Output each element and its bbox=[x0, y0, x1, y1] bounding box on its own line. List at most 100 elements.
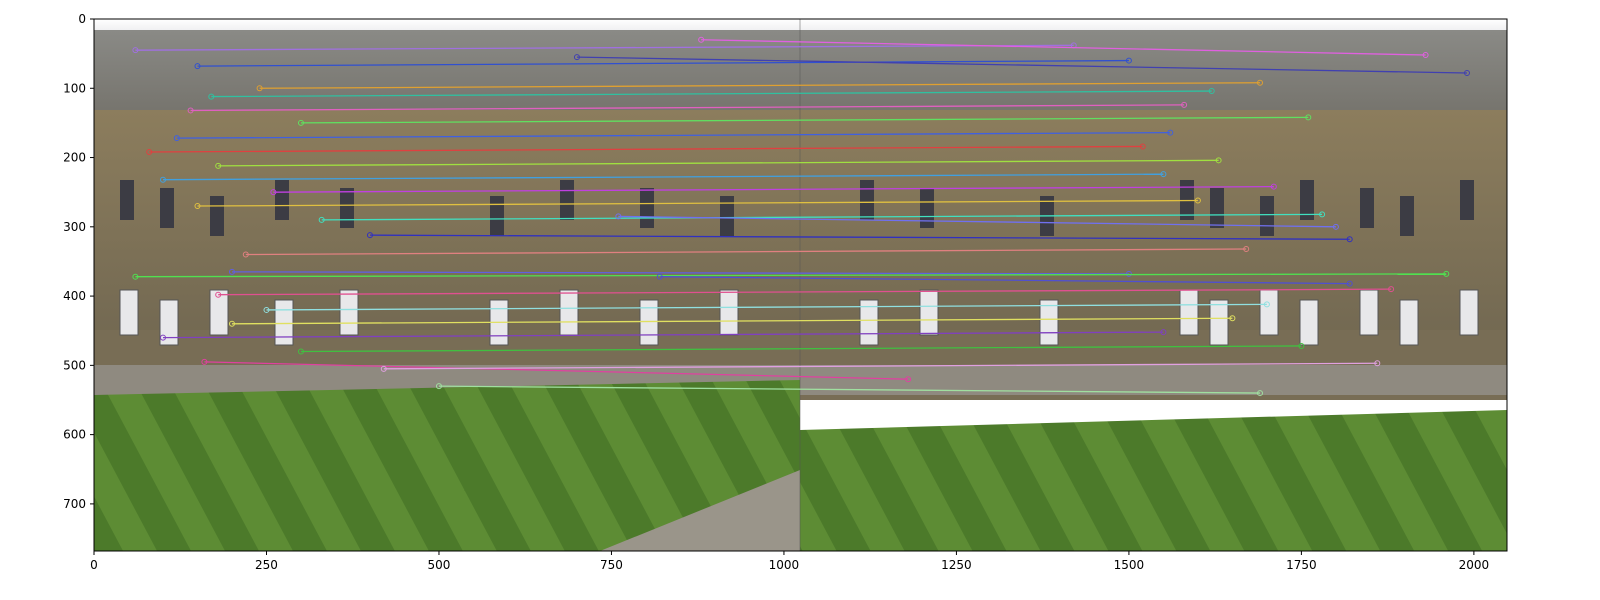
match-line bbox=[162, 173, 1164, 181]
x-tick-label: 250 bbox=[255, 558, 278, 572]
keypoint-right bbox=[1194, 197, 1201, 204]
keypoint-left bbox=[270, 189, 277, 196]
keypoint-left bbox=[228, 320, 235, 327]
keypoint-left bbox=[201, 358, 208, 365]
match-line bbox=[211, 90, 1212, 98]
match-line bbox=[273, 185, 1274, 193]
window bbox=[1259, 289, 1279, 336]
window bbox=[1399, 299, 1419, 346]
x-tick-label: 750 bbox=[600, 558, 623, 572]
window bbox=[1359, 289, 1379, 336]
window bbox=[1400, 196, 1414, 236]
keypoint-left bbox=[228, 268, 235, 275]
keypoint-right bbox=[1319, 211, 1326, 218]
window bbox=[720, 196, 734, 236]
keypoint-right bbox=[1443, 270, 1450, 277]
match-line bbox=[259, 82, 1261, 89]
keypoint-right bbox=[1263, 301, 1270, 308]
match-line bbox=[218, 288, 1392, 296]
keypoint-left bbox=[297, 119, 304, 126]
window bbox=[560, 180, 574, 220]
window bbox=[860, 180, 874, 220]
keypoint-left bbox=[187, 107, 194, 114]
match-line bbox=[190, 104, 1185, 112]
window bbox=[1210, 188, 1224, 228]
keypoint-right bbox=[905, 376, 912, 383]
keypoint-left bbox=[146, 149, 153, 155]
window bbox=[639, 299, 659, 346]
keypoint-left bbox=[698, 36, 705, 43]
keypoint-right bbox=[1332, 223, 1339, 230]
keypoint-right bbox=[1257, 79, 1264, 86]
x-tick-label: 0 bbox=[90, 558, 98, 572]
window bbox=[210, 196, 224, 236]
keypoint-left bbox=[256, 85, 263, 92]
window bbox=[1299, 299, 1319, 346]
keypoint-right bbox=[1270, 183, 1277, 190]
match-line bbox=[231, 271, 1129, 275]
keypoint-left bbox=[159, 334, 166, 341]
window bbox=[1260, 196, 1274, 236]
x-tick-label: 1500 bbox=[1114, 558, 1145, 572]
match-line bbox=[300, 345, 1302, 353]
keypoint-left bbox=[573, 54, 580, 61]
keypoint-left bbox=[242, 251, 249, 258]
keypoint-right bbox=[1160, 171, 1167, 178]
keypoint-left bbox=[173, 135, 180, 142]
image-pair bbox=[94, 19, 1507, 551]
keypoint-left bbox=[297, 348, 304, 355]
window bbox=[1360, 188, 1374, 228]
match-line bbox=[300, 116, 1309, 124]
keypoint-right bbox=[1305, 114, 1312, 121]
feature-matches bbox=[132, 36, 1470, 397]
window bbox=[340, 188, 354, 228]
match-line bbox=[369, 234, 1350, 240]
match-line bbox=[618, 215, 1336, 228]
x-tick-label: 1750 bbox=[1286, 558, 1317, 572]
match-line bbox=[135, 44, 1074, 51]
keypoint-right bbox=[1346, 280, 1353, 287]
keypoint-left bbox=[194, 203, 201, 210]
window bbox=[275, 180, 289, 220]
match-line bbox=[701, 39, 1426, 56]
match-line bbox=[204, 361, 909, 380]
keypoint-right bbox=[1229, 315, 1236, 322]
keypoint-left bbox=[159, 176, 166, 183]
window bbox=[160, 188, 174, 228]
match-line bbox=[659, 276, 1350, 285]
y-tick-label: 100 bbox=[63, 81, 86, 95]
keypoint-left bbox=[615, 213, 622, 220]
match-line bbox=[576, 56, 1467, 74]
keypoint-right bbox=[1125, 270, 1132, 277]
match-line bbox=[245, 248, 1247, 256]
match-line bbox=[197, 199, 1198, 207]
window bbox=[1300, 180, 1314, 220]
keypoint-right bbox=[1243, 245, 1250, 252]
match-line bbox=[266, 303, 1267, 311]
y-tick-label: 200 bbox=[63, 151, 86, 165]
keypoint-right bbox=[1125, 57, 1132, 64]
window bbox=[1209, 299, 1229, 346]
keypoint-right bbox=[1215, 157, 1222, 164]
keypoint-left bbox=[132, 273, 139, 280]
match-line bbox=[218, 159, 1219, 167]
keypoint-left bbox=[208, 93, 215, 100]
window bbox=[119, 289, 139, 336]
keypoint-right bbox=[1167, 129, 1174, 136]
y-tick-label: 600 bbox=[63, 428, 86, 442]
keypoint-right bbox=[1388, 286, 1395, 293]
keypoint-right bbox=[1139, 143, 1146, 150]
window bbox=[209, 289, 229, 336]
x-tick-label: 500 bbox=[428, 558, 451, 572]
axes-frame bbox=[93, 18, 1508, 552]
y-tick-label: 500 bbox=[63, 358, 86, 372]
x-tick-label: 2000 bbox=[1459, 558, 1490, 572]
keypoint-right bbox=[1181, 101, 1188, 108]
window bbox=[120, 180, 134, 220]
x-axis: 0 250 500 750 1000 1250 1500 1750 2000 bbox=[90, 551, 1489, 572]
path-corner bbox=[600, 470, 800, 551]
keypoint-right bbox=[1298, 342, 1305, 349]
window bbox=[339, 289, 359, 336]
match-line bbox=[149, 145, 1143, 153]
keypoint-right bbox=[1257, 390, 1264, 397]
